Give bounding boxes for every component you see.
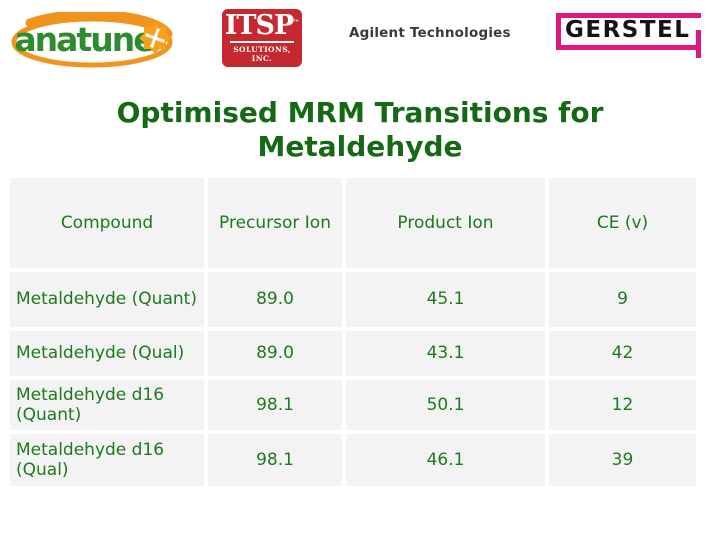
column-header-product-ion: Product Ion (346, 178, 545, 268)
gerstel-wordmark: GERSTEL (565, 17, 691, 43)
trademark-symbol: ™ (293, 19, 300, 26)
gerstel-frame-top (556, 13, 701, 18)
table-cell-compound: Metaldehyde (Quant) (10, 272, 204, 327)
gerstel-logo: GERSTEL (556, 13, 701, 58)
slide-title-line2: Metaldehyde (257, 130, 463, 163)
itsp-subtitle: SOLUTIONS, INC. (233, 45, 291, 64)
agilent-logo: Agilent Technologies (340, 17, 511, 49)
anatune-swirl-icon: anatune (11, 9, 173, 68)
table-cell-precursor-ion: 98.1 (208, 434, 342, 486)
table-cell-ce: 39 (549, 434, 696, 486)
anatune-wordmark: anatune (14, 20, 154, 59)
table-cell-precursor-ion: 89.0 (208, 272, 342, 327)
itsp-divider (230, 41, 294, 44)
slide-title: Optimised MRM Transitions for Metaldehyd… (0, 96, 720, 164)
table-cell-precursor-ion: 89.0 (208, 331, 342, 376)
table-cell-compound: Metaldehyde (Qual) (10, 331, 204, 376)
gerstel-frame-bottom (556, 45, 696, 50)
table-cell-ce: 9 (549, 272, 696, 327)
table-cell-product-ion: 45.1 (346, 272, 545, 327)
anatune-starburst-icon (139, 22, 171, 54)
slide-title-line1: Optimised MRM Transitions for (116, 96, 604, 129)
table-cell-product-ion: 50.1 (346, 380, 545, 430)
itsp-wordmark: ITSP™ (224, 10, 300, 41)
gerstel-frame-right (696, 30, 701, 58)
table-cell-product-ion: 46.1 (346, 434, 545, 486)
mrm-transitions-table: Compound Precursor Ion Product Ion CE (v… (10, 178, 696, 486)
column-header-precursor-ion: Precursor Ion (208, 178, 342, 268)
table-cell-precursor-ion: 98.1 (208, 380, 342, 430)
gerstel-frame-left (556, 13, 561, 50)
table-cell-product-ion: 43.1 (346, 331, 545, 376)
table-cell-compound: Metaldehyde d16 (Quant) (10, 380, 204, 430)
table-cell-ce: 42 (549, 331, 696, 376)
agilent-wordmark: Agilent Technologies (349, 25, 511, 41)
itsp-logo: ITSP™ SOLUTIONS, INC. (222, 9, 302, 67)
anatune-logo: anatune (8, 9, 176, 72)
table-cell-ce: 12 (549, 380, 696, 430)
column-header-ce: CE (v) (549, 178, 696, 268)
column-header-compound: Compound (10, 178, 204, 268)
table-cell-compound: Metaldehyde d16 (Qual) (10, 434, 204, 486)
